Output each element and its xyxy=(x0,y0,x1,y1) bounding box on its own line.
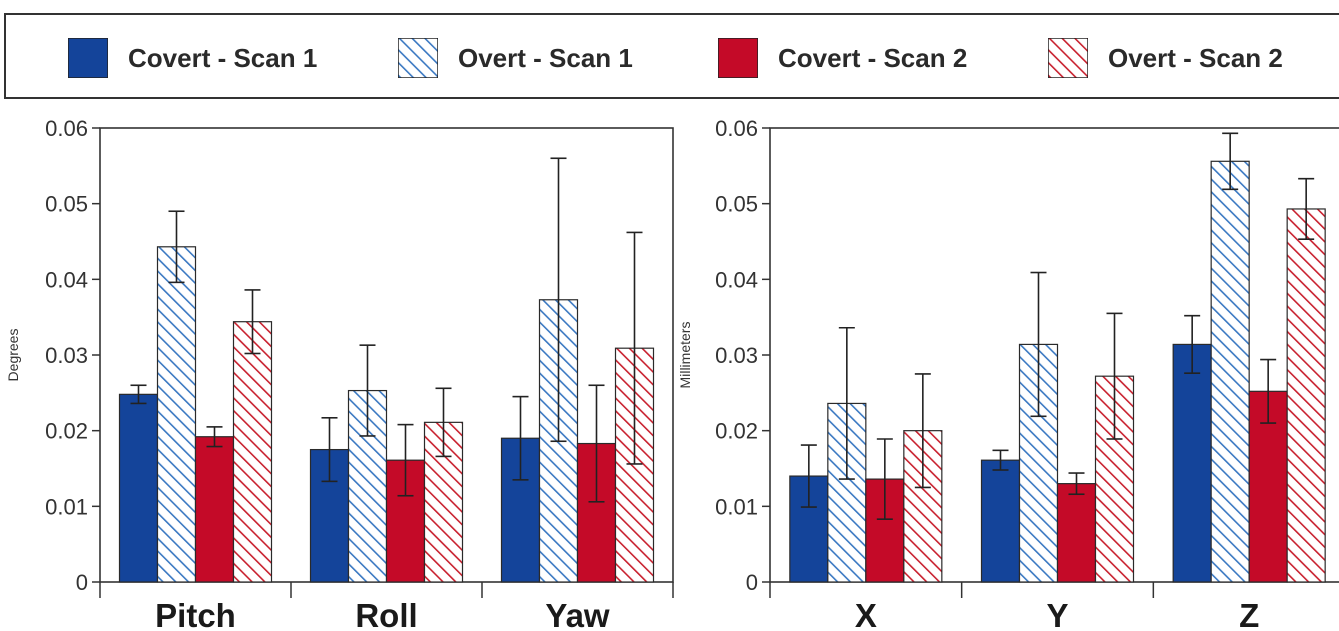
y-tick-label: 0.03 xyxy=(45,343,88,368)
x-category-label-x: X xyxy=(855,597,877,631)
y-tick-label: 0.05 xyxy=(45,192,88,217)
y-tick-label: 0.02 xyxy=(715,419,758,444)
y-axis-label: Millimeters xyxy=(677,322,693,389)
bar-covert-scan-1-y xyxy=(980,459,1021,583)
x-category-label-roll: Roll xyxy=(355,597,417,631)
chart-panel-rotation: 0 0.01 0.02 0.03 0.04 0.05 0.06 Degrees Pitch Rol… xyxy=(5,116,674,631)
y-tick-label: 0.06 xyxy=(715,116,758,141)
legend: Covert - Scan 1 Overt - Scan 1 Covert - … xyxy=(4,13,1339,99)
y-tick-label: 0.04 xyxy=(715,267,758,292)
bar-overt-scan-2-pitch xyxy=(232,321,273,583)
x-category-label-y: Y xyxy=(1046,597,1068,631)
y-tick-label: 0.01 xyxy=(715,494,758,519)
bar-covert-scan-2-y xyxy=(1056,483,1097,583)
bar-covert-scan-2-pitch xyxy=(194,436,235,583)
legend-item-overt-scan-1: Overt - Scan 1 xyxy=(398,37,633,79)
legend-label-covert-scan-2: Covert - Scan 2 xyxy=(778,42,968,73)
y-tick-label: 0.03 xyxy=(715,343,758,368)
y-tick-label: 0 xyxy=(76,570,88,595)
y-tick-label: 0.02 xyxy=(45,419,88,444)
legend-item-covert-scan-1: Covert - Scan 1 xyxy=(68,37,317,79)
legend-swatch-covert-scan-2 xyxy=(718,38,758,78)
legend-item-covert-scan-2: Covert - Scan 2 xyxy=(718,37,967,79)
bar-overt-scan-2-z xyxy=(1286,208,1326,583)
legend-label-overt-scan-2: Overt - Scan 2 xyxy=(1108,42,1283,73)
x-category-label-z: Z xyxy=(1239,597,1259,631)
bar-covert-scan-1-z xyxy=(1172,343,1212,583)
bar-covert-scan-1-pitch xyxy=(118,393,159,583)
x-category-label-yaw: Yaw xyxy=(545,597,610,631)
legend-label-overt-scan-1: Overt - Scan 1 xyxy=(458,42,633,73)
chart-panel-translation: 0 0.01 0.02 0.03 0.04 0.05 0.06 Millimeters X Y Z xyxy=(677,116,1339,631)
legend-swatch-overt-scan-1 xyxy=(398,38,438,78)
y-tick-label: 0.06 xyxy=(45,116,88,141)
bar-overt-scan-1-pitch xyxy=(156,246,197,583)
y-tick-label: 0.05 xyxy=(715,192,758,217)
y-axis-label: Degrees xyxy=(5,329,21,382)
y-tick-label: 0.01 xyxy=(45,494,88,519)
y-tick-label: 0 xyxy=(746,570,758,595)
legend-swatch-overt-scan-2 xyxy=(1048,38,1088,78)
legend-item-overt-scan-2: Overt - Scan 2 xyxy=(1048,37,1283,79)
bar-overt-scan-1-z xyxy=(1210,160,1250,583)
x-category-label-pitch: Pitch xyxy=(155,597,236,631)
y-tick-label: 0.04 xyxy=(45,267,88,292)
legend-label-covert-scan-1: Covert - Scan 1 xyxy=(128,42,318,73)
legend-swatch-covert-scan-1 xyxy=(68,38,108,78)
